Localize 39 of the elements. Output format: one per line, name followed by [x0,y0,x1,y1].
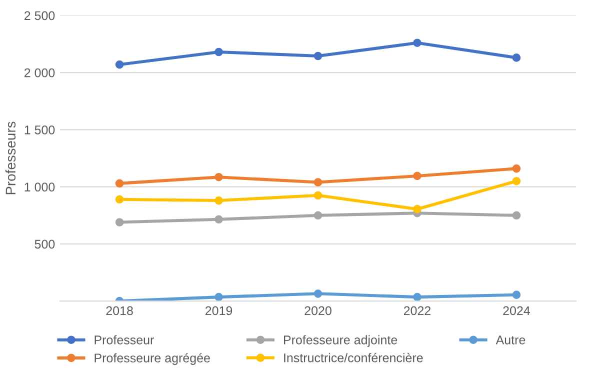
x-tick-label: 2018 [106,306,133,316]
point [214,215,223,224]
legend-label: Professeure agrégée [94,353,210,365]
y-tick-label: 1 000 [24,182,55,192]
y-tick-label: 2 000 [24,68,55,78]
legend-label: Instructrice/conférencière [284,352,423,362]
point [413,204,422,214]
point [115,218,124,226]
point [314,191,322,200]
y-tick-label: 2 500 [24,11,55,20]
point [214,48,223,56]
point [214,292,223,302]
point [512,290,521,299]
point [512,211,521,220]
x-tick-label: 2024 [503,306,530,316]
x-tick-label: 2019 [205,306,232,316]
point [214,196,223,205]
y-tick-label: 500 [34,240,55,249]
point [413,172,422,180]
point [314,289,322,298]
point [512,54,521,62]
point [512,164,521,173]
point [314,211,322,220]
point [115,179,124,188]
point [314,52,322,60]
point [214,172,223,182]
point [413,292,422,302]
point [115,60,124,69]
point [115,195,124,204]
legend-label: Professeur [94,335,154,344]
x-tick-label: 2022 [404,306,431,316]
point [512,176,521,186]
point [413,38,422,48]
y-tick-label: 1 500 [24,125,55,134]
point [314,178,322,186]
legend-label: Autre [496,336,526,344]
y-axis-title: Professeurs [5,122,16,194]
x-tick-label: 2020 [304,306,332,316]
legend-label: Professeure adjointe [284,335,398,347]
